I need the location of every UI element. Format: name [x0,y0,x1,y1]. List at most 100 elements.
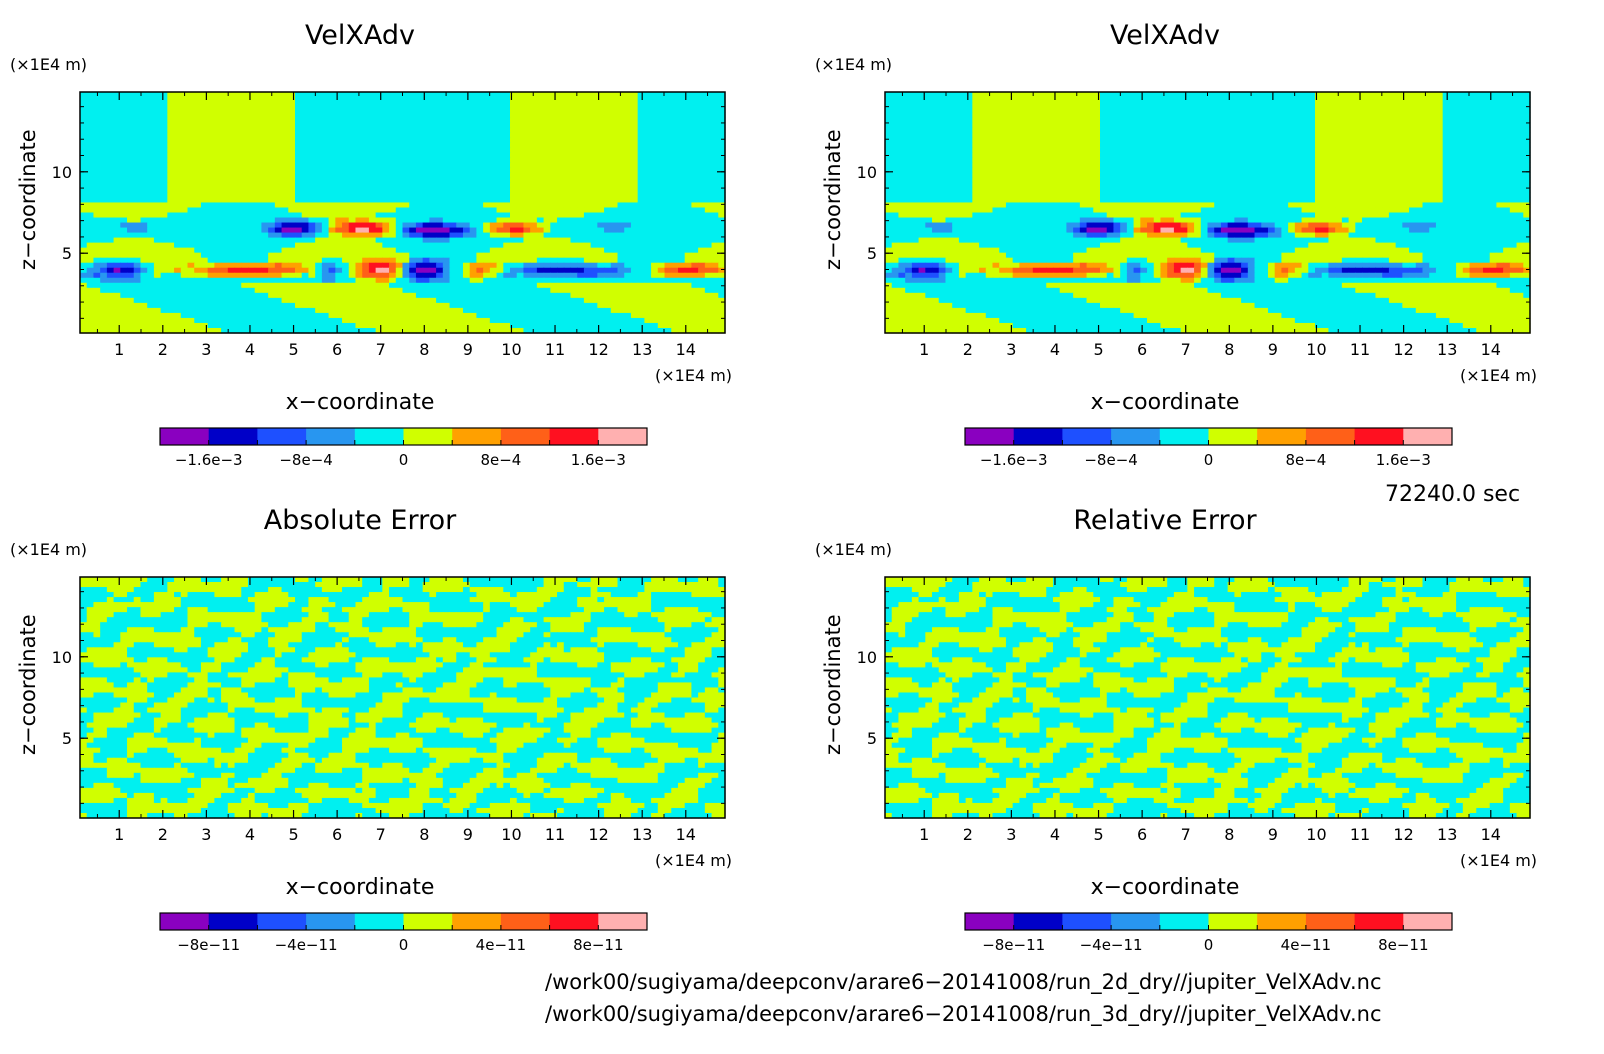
contour-cell [624,117,632,123]
contour-cell [120,202,128,209]
contour-cell [476,137,484,143]
contour-cell [409,282,417,289]
contour-cell [422,207,430,214]
contour-cell [510,177,518,183]
contour-cell [523,112,531,118]
contour-cell [469,247,478,254]
contour-cell [254,142,263,148]
contour-cell [348,187,357,194]
contour-cell [523,307,531,314]
contour-cell [597,157,605,163]
contour-cell [106,277,115,284]
contour-cell [348,207,357,214]
contour-cell [133,167,142,173]
contour-cell [395,212,404,219]
contour-cell [321,302,330,309]
contour-cell [489,142,498,148]
contour-cell [530,102,538,108]
contour-cell [570,297,578,304]
contour-cell [160,272,168,279]
contour-cell [516,172,525,178]
contour-cell [127,247,135,254]
contour-cell [436,267,444,274]
contour-cell [160,327,168,334]
contour-cell [583,207,592,214]
contour-cell [691,237,699,244]
contour-cell [536,217,545,224]
contour-cell [315,257,323,264]
contour-cell [355,217,363,224]
contour-cell [86,282,95,289]
contour-cell [274,202,283,209]
contour-cell [247,102,256,108]
contour-cell [637,207,645,214]
contour-cell [624,282,632,289]
contour-cell [321,102,330,108]
contour-cell [657,282,666,289]
x-tick-label: 14 [676,340,696,359]
contour-cell [718,137,726,143]
contour-cell [698,287,706,294]
contour-cell [321,157,330,163]
contour-cell [227,262,236,269]
contour-cell [288,187,296,194]
contour-cell [456,267,464,274]
contour-cell [657,317,666,324]
contour-cell [704,157,713,163]
contour-cell [604,157,612,163]
contour-cell [449,327,457,334]
contour-cell [348,172,357,178]
contour-cell [644,217,652,224]
contour-cell [503,157,511,163]
contour-cell [530,212,538,219]
contour-cell [1153,92,1162,98]
contour-cell [1328,92,1336,98]
contour-cell [214,152,222,158]
contour-cell [684,187,693,194]
contour-cell [422,227,430,234]
contour-cell [510,237,518,244]
contour-cell [1026,102,1034,108]
contour-cell [86,162,95,168]
contour-cell [133,177,142,183]
contour-cell [543,277,551,284]
contour-cell [140,207,148,214]
contour-cell [704,307,713,314]
contour-cell [295,202,303,209]
contour-cell [449,267,457,274]
contour-cell [194,222,202,229]
contour-cell [449,152,457,158]
contour-cell [214,232,222,239]
contour-cell [630,142,639,148]
contour-cell [268,307,276,314]
contour-cell [127,147,135,153]
contour-cell [194,287,202,294]
contour-cell [536,202,545,209]
contour-cell [227,92,236,98]
contour-cell [308,307,316,314]
contour-cell [583,132,592,138]
contour-cell [604,182,612,188]
contour-cell [550,257,558,264]
contour-cell [677,247,686,254]
contour-cell [382,127,390,133]
contour-cell [516,112,525,118]
contour-cell [610,197,619,204]
contour-cell [160,192,168,199]
contour-cell [153,107,162,113]
contour-cell [1341,97,1350,103]
contour-cell [570,312,578,319]
contour-cell [449,297,457,304]
contour-cell [651,142,659,148]
contour-cell [456,92,464,98]
contour-cell [630,172,639,178]
contour-cell [657,92,666,98]
contour-cell [389,177,397,183]
contour-cell [409,202,417,209]
contour-cell [604,172,612,178]
contour-cell [93,312,101,319]
contour-cell [711,232,719,239]
contour-cell [395,127,404,133]
contour-cell [677,322,686,329]
contour-cell [510,102,518,108]
